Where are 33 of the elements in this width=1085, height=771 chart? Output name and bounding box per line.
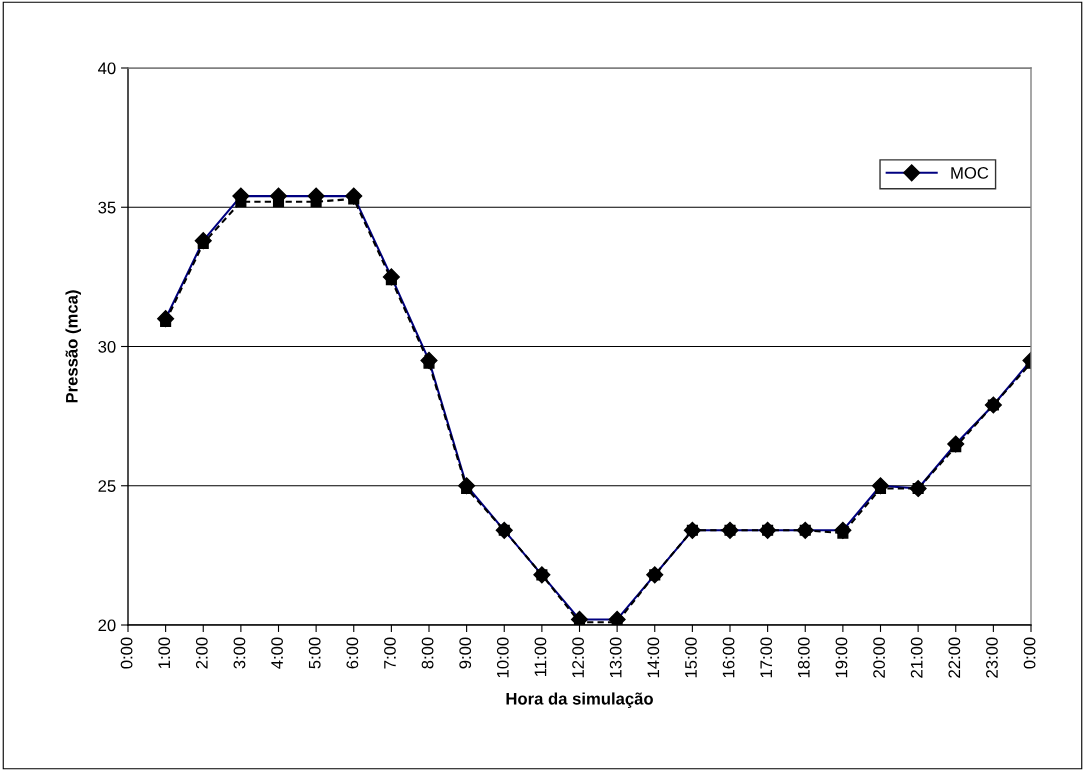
x-tick-label: 21:00 [910,637,923,678]
x-tick-label: 13:00 [609,637,622,678]
x-tick-label: 11:00 [534,637,547,677]
x-tick-label: 22:00 [948,637,961,678]
x-tick-label: 0:00 [1023,637,1036,669]
x-tick-label: 19:00 [835,637,848,678]
x-tick-label: 8:00 [421,637,434,669]
x-tick-label: 15:00 [685,637,697,678]
y-tick-label: 20 [98,619,116,632]
x-tick-label: 7:00 [384,637,396,669]
y-tick-label: 30 [98,340,116,353]
x-tick-label: 4:00 [271,637,283,669]
y-tick-label: 25 [98,480,116,492]
x-tick-label: 10:00 [496,637,509,678]
y-tick-label: 40 [98,62,116,75]
x-tick-label: 6:00 [346,637,359,669]
x-tick-label: 16:00 [722,637,735,678]
x-tick-label: 0:00 [120,637,133,669]
x-tick-label: 2:00 [195,637,208,669]
x-tick-label: 18:00 [797,637,810,678]
y-tick-label: 35 [98,201,116,214]
x-tick-label: 17:00 [760,637,773,678]
y-axis-title: Pressão (mca) [65,290,81,403]
x-tick-label: 5:00 [308,637,321,669]
x-tick-label: 1:00 [158,637,171,668]
x-axis-title: Hora da simulação [506,692,653,708]
x-tick-label: 9:00 [459,637,472,669]
x-tick-label: 20:00 [873,637,885,678]
x-tick-label: 12:00 [572,637,584,678]
x-tick-label: 23:00 [986,637,998,678]
x-tick-label: 14:00 [647,637,660,678]
legend-label: MOC [951,166,989,179]
x-tick-label: 3:00 [233,637,246,669]
